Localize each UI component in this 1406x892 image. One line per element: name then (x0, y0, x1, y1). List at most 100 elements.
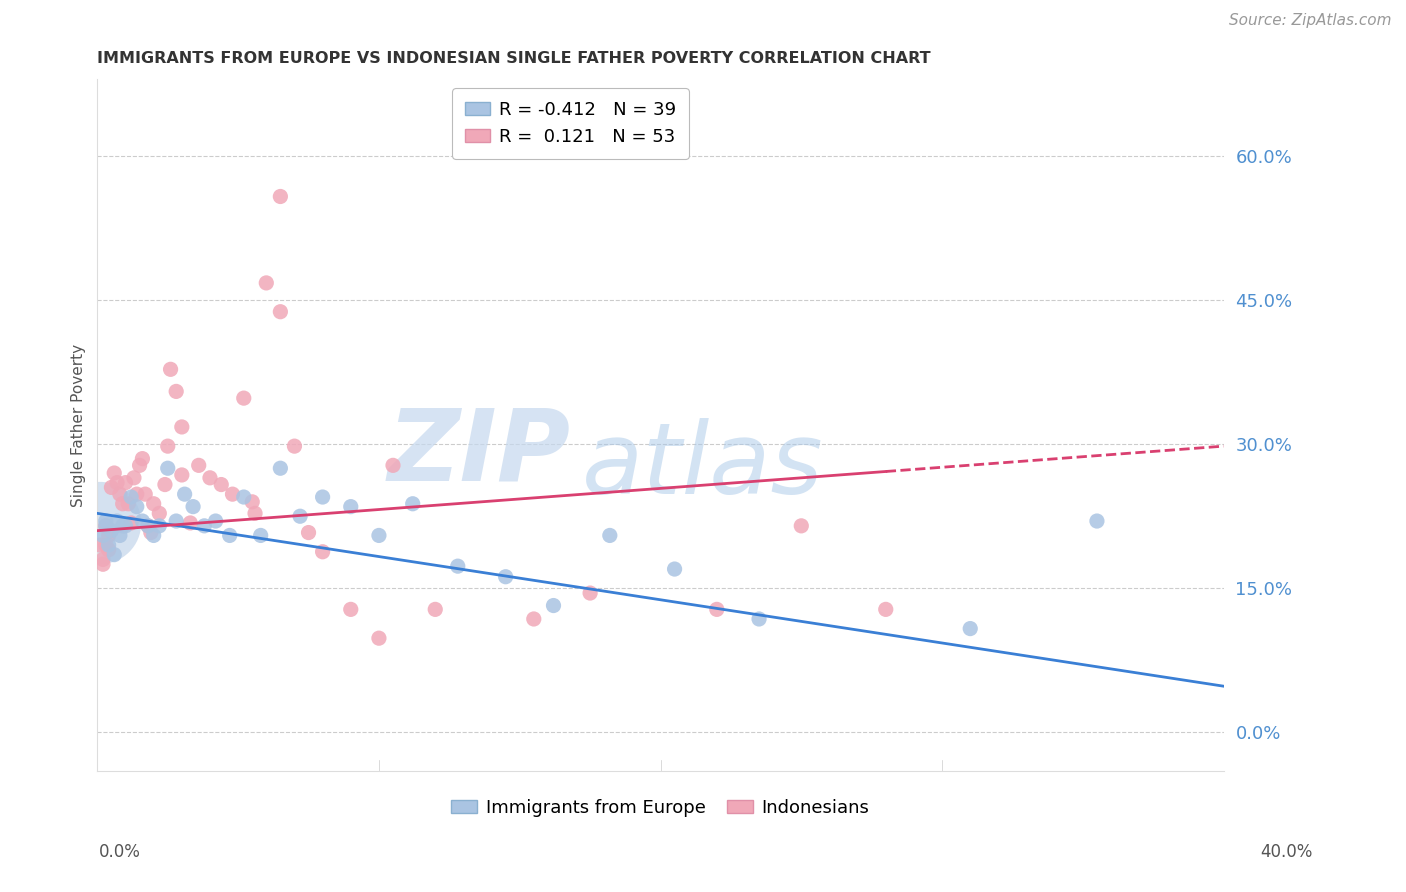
Point (108, 487, 131, 501)
Point (111, 519, 134, 533)
Point (91, 528, 114, 542)
Point (136, 519, 159, 533)
Point (748, 612, 770, 626)
Point (153, 477, 176, 491)
Point (579, 586, 602, 600)
Point (425, 602, 447, 616)
Point (288, 509, 311, 524)
Point (297, 525, 319, 540)
Point (173, 487, 195, 501)
Text: ZIP: ZIP (388, 404, 571, 501)
Point (218, 528, 240, 542)
Point (91, 558, 114, 572)
Point (959, 622, 981, 636)
Point (108, 528, 131, 542)
Point (125, 500, 148, 514)
Point (283, 439, 305, 453)
Point (100, 480, 122, 494)
Point (339, 500, 361, 514)
Point (495, 570, 517, 584)
Point (198, 471, 221, 485)
Legend: Immigrants from Europe, Indonesians: Immigrants from Europe, Indonesians (444, 791, 877, 824)
Point (165, 514, 187, 528)
Point (368, 631, 391, 645)
Point (156, 461, 179, 475)
Point (402, 497, 425, 511)
Point (117, 497, 139, 511)
Point (311, 490, 333, 504)
Point (97, 528, 120, 542)
Point (125, 487, 148, 501)
Point (269, 461, 291, 475)
Point (170, 467, 193, 482)
Point (790, 519, 813, 533)
Point (664, 562, 686, 576)
Text: 0.0%: 0.0% (98, 843, 141, 861)
Point (131, 514, 153, 528)
Point (243, 507, 266, 521)
Point (1085, 514, 1108, 528)
Point (193, 519, 215, 533)
Point (120, 490, 142, 504)
Point (89, 538, 111, 552)
Point (142, 497, 165, 511)
Point (148, 519, 170, 533)
Point (706, 602, 728, 616)
Text: 40.0%: 40.0% (1260, 843, 1313, 861)
Text: atlas: atlas (582, 418, 824, 515)
Point (91, 552, 114, 566)
Point (131, 451, 153, 466)
Point (122, 471, 145, 485)
Point (209, 477, 232, 491)
Point (447, 559, 470, 574)
Text: Source: ZipAtlas.com: Source: ZipAtlas.com (1229, 13, 1392, 29)
Point (368, 528, 391, 542)
Point (94, 514, 117, 528)
Point (232, 391, 254, 405)
Point (94, 538, 117, 552)
Point (159, 362, 181, 376)
Point (114, 519, 136, 533)
Point (100, 524, 122, 538)
Point (875, 602, 897, 616)
Point (254, 276, 277, 290)
Point (94, 519, 117, 533)
Point (105, 475, 128, 490)
Point (179, 516, 201, 530)
Point (269, 304, 291, 318)
Point (97, 542, 120, 557)
Point (136, 519, 159, 533)
Point (382, 458, 405, 473)
Point (94, 519, 117, 533)
Point (139, 525, 162, 540)
Point (599, 528, 621, 542)
Point (120, 516, 142, 530)
Text: IMMIGRANTS FROM EUROPE VS INDONESIAN SINGLE FATHER POVERTY CORRELATION CHART: IMMIGRANTS FROM EUROPE VS INDONESIAN SIN… (97, 51, 931, 66)
Point (249, 528, 271, 542)
Point (187, 458, 209, 473)
Point (97, 538, 120, 552)
Point (103, 466, 125, 480)
Point (142, 528, 165, 542)
Point (269, 189, 291, 203)
Point (232, 490, 254, 504)
Point (181, 500, 204, 514)
Point (523, 612, 546, 626)
Point (170, 420, 193, 434)
Point (89, 516, 111, 530)
Point (339, 602, 361, 616)
Point (311, 545, 333, 559)
Point (103, 548, 125, 562)
Point (221, 487, 243, 501)
Point (134, 487, 156, 501)
Point (165, 384, 187, 399)
Y-axis label: Single Father Poverty: Single Father Poverty (72, 343, 86, 507)
Point (204, 514, 226, 528)
Point (148, 507, 170, 521)
Point (543, 599, 565, 613)
Point (114, 475, 136, 490)
Point (156, 439, 179, 453)
Point (128, 458, 150, 473)
Point (105, 514, 128, 528)
Point (111, 497, 134, 511)
